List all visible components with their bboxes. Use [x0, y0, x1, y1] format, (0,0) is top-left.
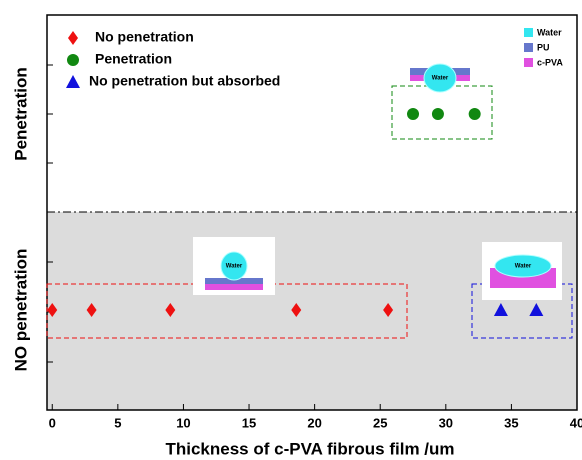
legend-marker	[66, 75, 80, 88]
x-tick-label: 0	[49, 415, 56, 430]
legend-label: No penetration but absorbed	[89, 73, 280, 89]
x-tick-label: 35	[504, 415, 518, 430]
y-region-label: Penetration	[11, 67, 30, 161]
drop-label: Water	[432, 76, 449, 82]
inset-legend-label: Water	[537, 27, 562, 37]
legend-label: Penetration	[95, 51, 172, 67]
drop-label: Water	[226, 264, 243, 270]
legend-label: No penetration	[95, 29, 194, 45]
legend-marker	[68, 31, 78, 45]
inset-legend-label: PU	[537, 42, 550, 52]
inset-legend-swatch	[524, 58, 533, 67]
inset-legend-swatch	[524, 28, 533, 37]
legend-marker	[67, 54, 79, 66]
inset-1: Water	[410, 64, 470, 92]
marker	[469, 108, 481, 120]
inset-legend-swatch	[524, 43, 533, 52]
x-tick-label: 10	[176, 415, 190, 430]
x-axis-label: Thickness of c-PVA fibrous film /um	[165, 439, 454, 458]
x-tick-label: 30	[439, 415, 453, 430]
inset-3: Water	[482, 242, 562, 300]
x-tick-label: 5	[114, 415, 121, 430]
inset-2: Water	[193, 237, 275, 295]
drop-label: Water	[515, 264, 532, 270]
chart: Water Water Water Thickness of c-PVA fib…	[0, 0, 582, 460]
y-region-label: NO penetration	[11, 249, 30, 372]
x-tick-label: 15	[242, 415, 256, 430]
inset-legend-label: c-PVA	[537, 57, 563, 67]
marker	[432, 108, 444, 120]
marker	[407, 108, 419, 120]
x-tick-label: 20	[307, 415, 321, 430]
x-tick-label: 40	[570, 415, 582, 430]
x-tick-label: 25	[373, 415, 387, 430]
